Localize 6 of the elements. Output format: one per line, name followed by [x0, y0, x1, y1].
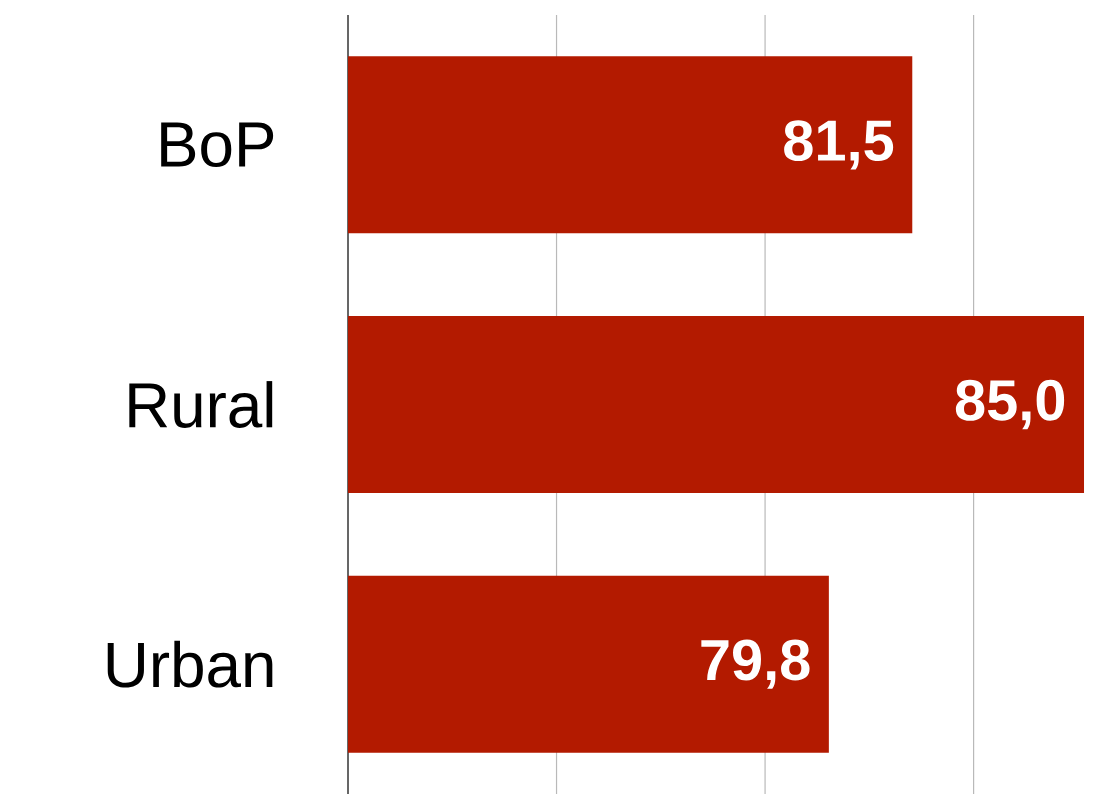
data-label: 79,8: [701, 639, 810, 689]
y-tick-label: Rural: [129, 381, 273, 428]
y-tick-label: Urban: [107, 640, 273, 688]
data-label: 85,0: [955, 379, 1065, 430]
data-label: 81,5: [784, 120, 894, 170]
y-tick-label: BoP: [161, 122, 274, 168]
